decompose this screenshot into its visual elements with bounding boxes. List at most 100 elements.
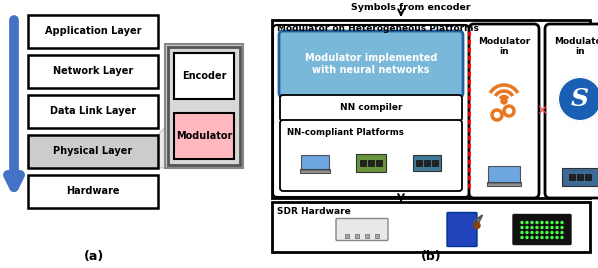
FancyBboxPatch shape bbox=[165, 44, 243, 168]
Circle shape bbox=[556, 236, 558, 239]
FancyBboxPatch shape bbox=[300, 169, 329, 173]
FancyBboxPatch shape bbox=[356, 154, 386, 172]
Polygon shape bbox=[158, 47, 240, 168]
Text: Physical Layer: Physical Layer bbox=[53, 147, 133, 157]
Circle shape bbox=[556, 232, 558, 233]
Text: Modulator on Heterogeneous Platforms: Modulator on Heterogeneous Platforms bbox=[277, 24, 479, 33]
FancyBboxPatch shape bbox=[273, 25, 469, 197]
FancyBboxPatch shape bbox=[562, 168, 598, 186]
Circle shape bbox=[561, 226, 563, 229]
FancyBboxPatch shape bbox=[28, 95, 158, 128]
FancyBboxPatch shape bbox=[569, 174, 575, 180]
FancyBboxPatch shape bbox=[432, 160, 438, 166]
FancyBboxPatch shape bbox=[174, 113, 234, 159]
Circle shape bbox=[521, 226, 523, 229]
FancyBboxPatch shape bbox=[272, 202, 590, 252]
Circle shape bbox=[526, 226, 528, 229]
FancyBboxPatch shape bbox=[280, 120, 462, 191]
Circle shape bbox=[551, 221, 553, 224]
Text: NN compiler: NN compiler bbox=[340, 103, 402, 113]
FancyBboxPatch shape bbox=[368, 160, 374, 166]
Circle shape bbox=[526, 232, 528, 233]
FancyBboxPatch shape bbox=[272, 20, 590, 198]
FancyArrowPatch shape bbox=[8, 20, 20, 187]
FancyBboxPatch shape bbox=[447, 213, 477, 247]
FancyBboxPatch shape bbox=[585, 174, 591, 180]
Circle shape bbox=[551, 226, 553, 229]
Circle shape bbox=[531, 232, 533, 233]
FancyBboxPatch shape bbox=[345, 233, 349, 237]
Circle shape bbox=[526, 221, 528, 224]
Text: ✕: ✕ bbox=[536, 104, 548, 118]
Circle shape bbox=[556, 221, 558, 224]
Circle shape bbox=[556, 226, 558, 229]
Text: S: S bbox=[571, 87, 589, 111]
FancyBboxPatch shape bbox=[28, 135, 158, 168]
Text: Data Link Layer: Data Link Layer bbox=[50, 106, 136, 117]
Text: Modulator
in: Modulator in bbox=[554, 37, 598, 56]
Circle shape bbox=[546, 232, 548, 233]
Circle shape bbox=[541, 221, 543, 224]
Circle shape bbox=[551, 236, 553, 239]
Circle shape bbox=[531, 226, 533, 229]
FancyBboxPatch shape bbox=[577, 174, 583, 180]
Text: SDR Hardware: SDR Hardware bbox=[277, 207, 351, 216]
FancyBboxPatch shape bbox=[279, 31, 463, 97]
FancyBboxPatch shape bbox=[301, 155, 329, 170]
Circle shape bbox=[561, 236, 563, 239]
FancyBboxPatch shape bbox=[545, 24, 598, 198]
Circle shape bbox=[551, 232, 553, 233]
Text: Application Layer: Application Layer bbox=[45, 27, 141, 36]
Circle shape bbox=[541, 226, 543, 229]
FancyBboxPatch shape bbox=[488, 166, 520, 183]
Circle shape bbox=[558, 77, 598, 121]
Circle shape bbox=[521, 232, 523, 233]
Circle shape bbox=[521, 236, 523, 239]
FancyBboxPatch shape bbox=[168, 47, 240, 165]
Text: Encoder: Encoder bbox=[182, 71, 226, 81]
Text: NN-compliant Platforms: NN-compliant Platforms bbox=[287, 128, 404, 137]
Text: Symbols from encoder: Symbols from encoder bbox=[351, 3, 471, 12]
FancyBboxPatch shape bbox=[416, 160, 422, 166]
FancyBboxPatch shape bbox=[28, 15, 158, 48]
FancyBboxPatch shape bbox=[469, 24, 539, 198]
Circle shape bbox=[536, 232, 538, 233]
FancyBboxPatch shape bbox=[174, 53, 234, 99]
Text: Modulator: Modulator bbox=[176, 131, 232, 141]
Circle shape bbox=[531, 236, 533, 239]
Circle shape bbox=[561, 221, 563, 224]
Circle shape bbox=[526, 236, 528, 239]
FancyBboxPatch shape bbox=[355, 233, 359, 237]
Text: Modulator implemented
with neural networks: Modulator implemented with neural networ… bbox=[305, 53, 437, 75]
FancyBboxPatch shape bbox=[425, 160, 431, 166]
Text: Hardware: Hardware bbox=[66, 187, 120, 196]
Circle shape bbox=[561, 232, 563, 233]
FancyBboxPatch shape bbox=[336, 218, 388, 240]
Text: (b): (b) bbox=[420, 250, 441, 263]
Circle shape bbox=[546, 221, 548, 224]
FancyBboxPatch shape bbox=[513, 214, 571, 244]
FancyBboxPatch shape bbox=[376, 160, 382, 166]
Circle shape bbox=[474, 222, 480, 229]
Circle shape bbox=[501, 98, 507, 104]
FancyBboxPatch shape bbox=[280, 95, 462, 121]
FancyBboxPatch shape bbox=[360, 160, 366, 166]
FancyBboxPatch shape bbox=[28, 175, 158, 208]
FancyBboxPatch shape bbox=[375, 233, 379, 237]
Circle shape bbox=[541, 232, 543, 233]
Circle shape bbox=[536, 236, 538, 239]
FancyBboxPatch shape bbox=[28, 55, 158, 88]
FancyBboxPatch shape bbox=[365, 233, 369, 237]
Circle shape bbox=[531, 221, 533, 224]
Text: (a): (a) bbox=[84, 250, 104, 263]
FancyBboxPatch shape bbox=[487, 182, 521, 186]
Circle shape bbox=[536, 226, 538, 229]
FancyBboxPatch shape bbox=[413, 155, 441, 171]
Text: Modulator
in: Modulator in bbox=[478, 37, 530, 56]
Circle shape bbox=[546, 226, 548, 229]
Circle shape bbox=[536, 221, 538, 224]
Text: Network Layer: Network Layer bbox=[53, 66, 133, 76]
Circle shape bbox=[546, 236, 548, 239]
Circle shape bbox=[541, 236, 543, 239]
Circle shape bbox=[521, 221, 523, 224]
